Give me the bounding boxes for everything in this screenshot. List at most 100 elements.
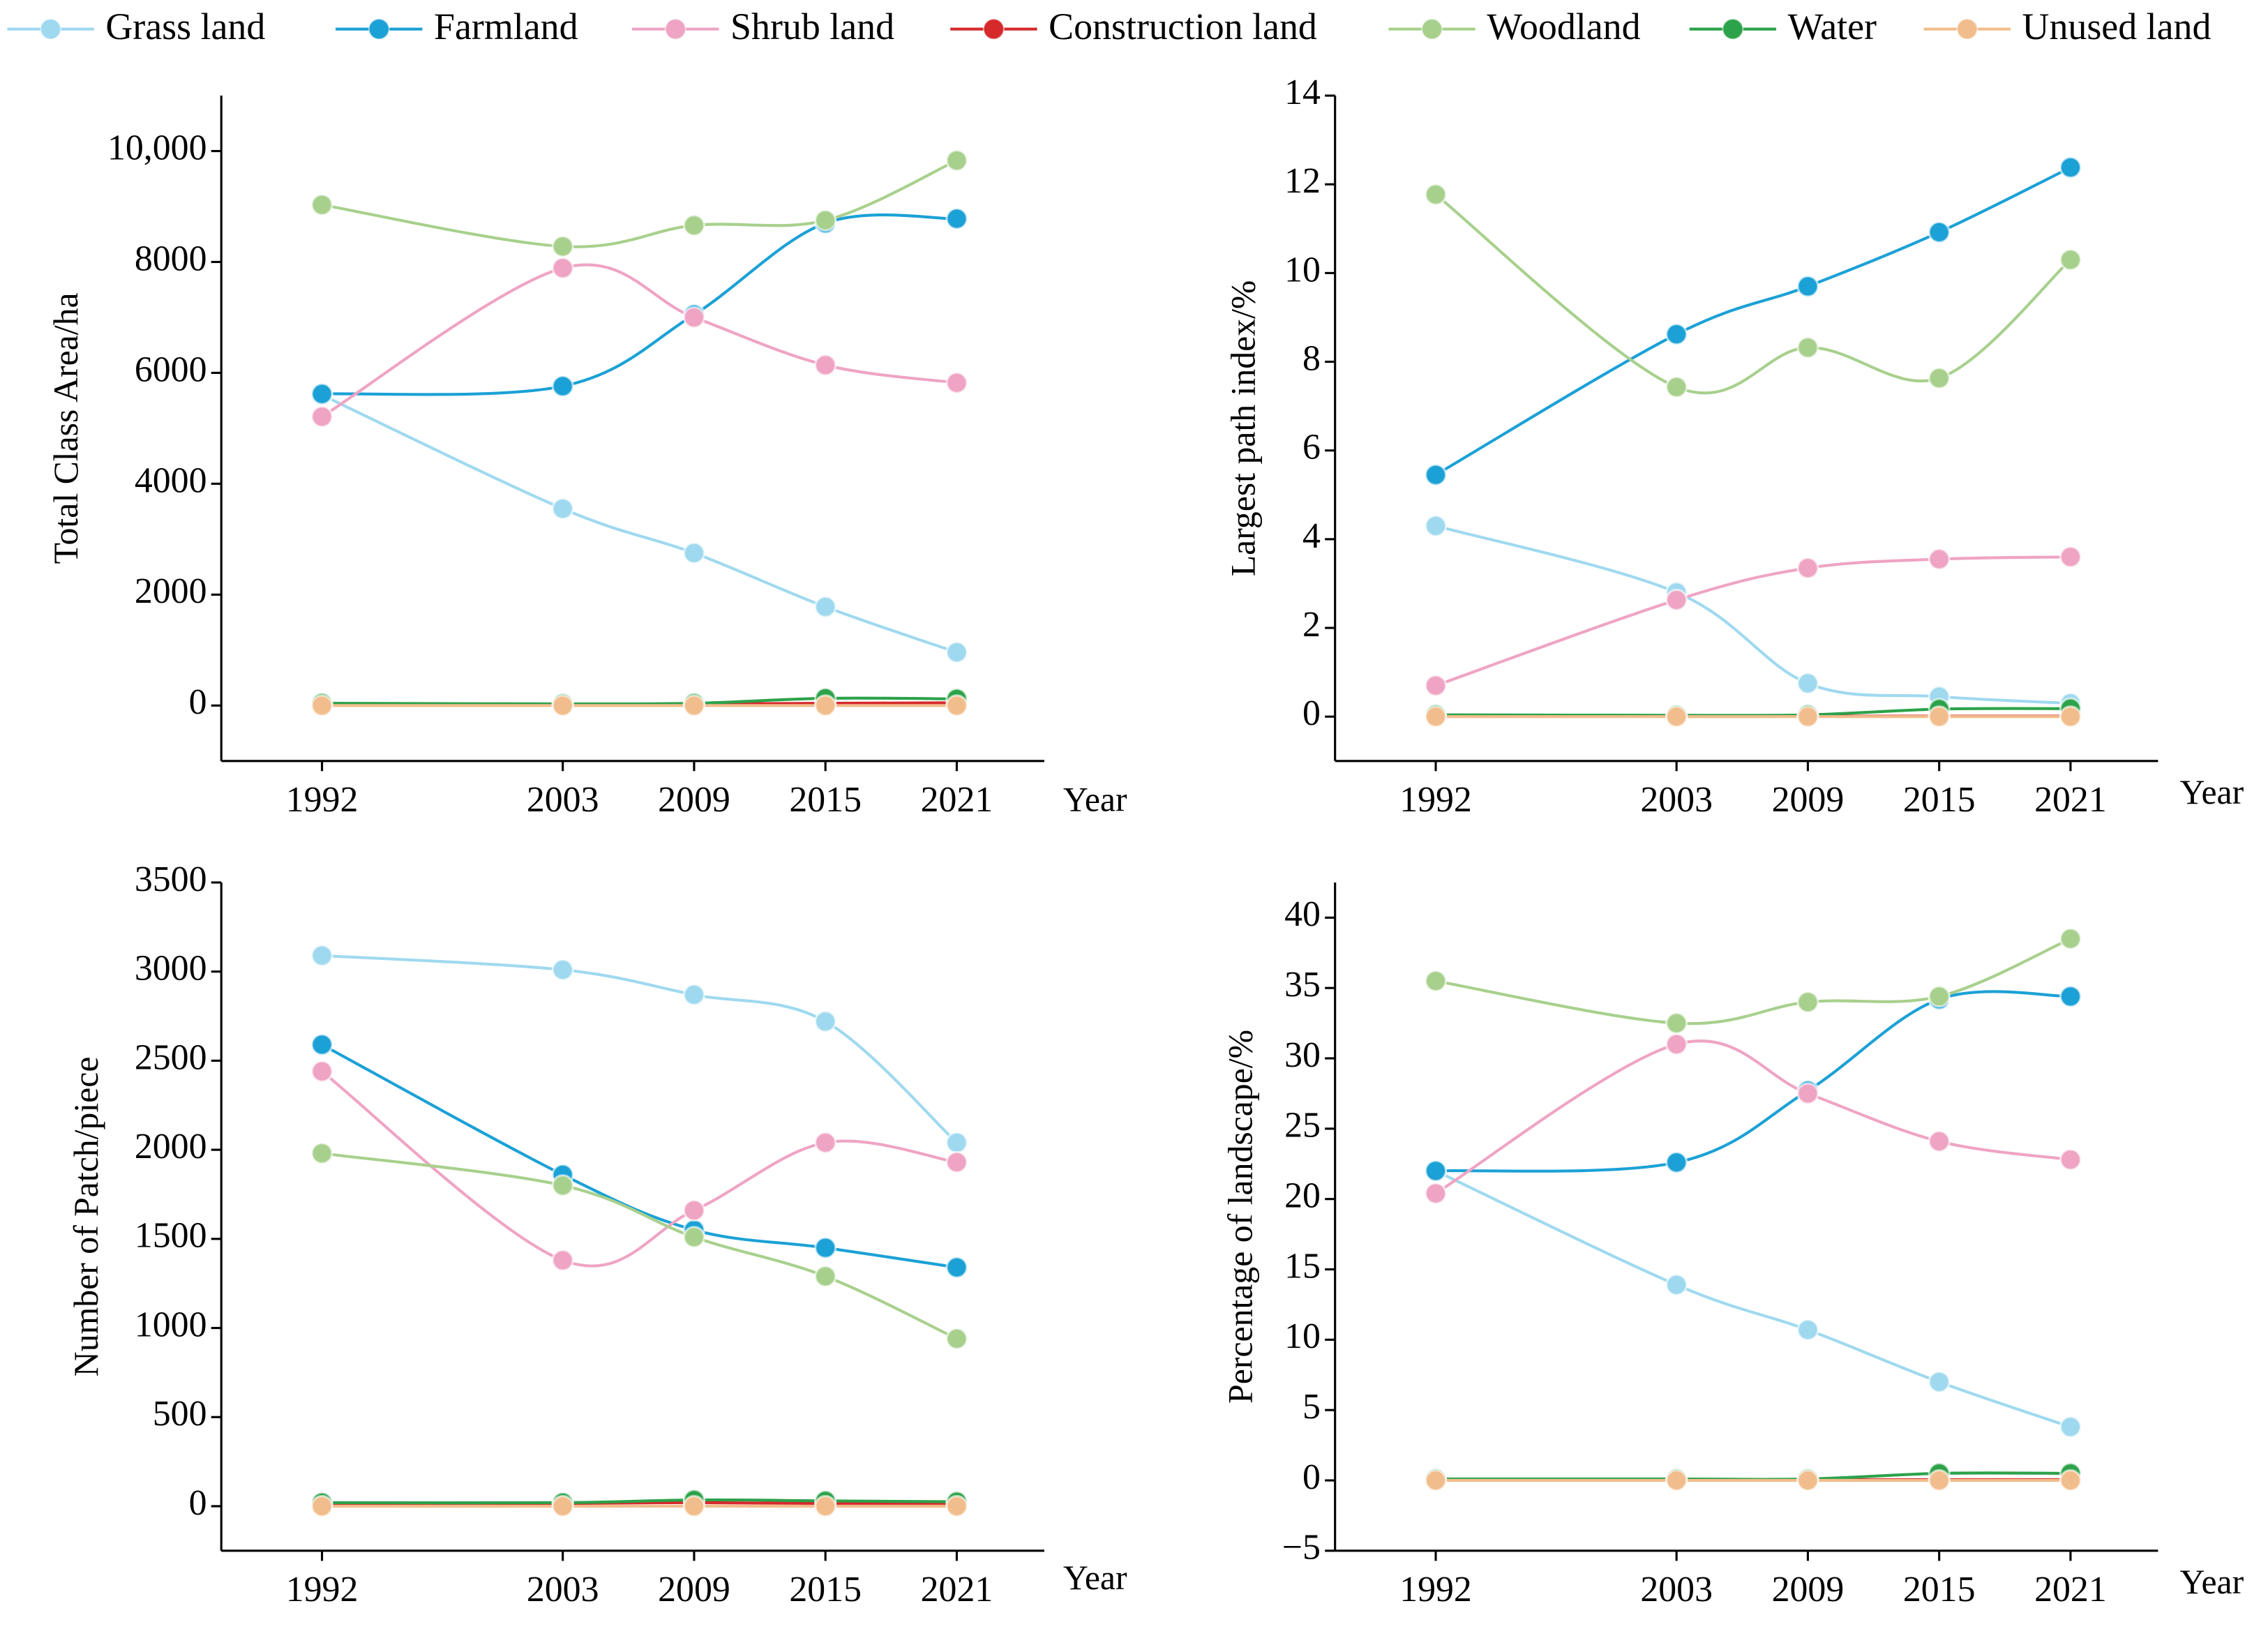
x-tick-label: 2021	[921, 1570, 993, 1609]
y-tick-label: 500	[153, 1394, 207, 1434]
series-line	[1436, 707, 2071, 717]
data-point	[814, 1265, 837, 1288]
series-line	[1435, 937, 2071, 1026]
y-tick-label: 0	[1302, 693, 1321, 733]
y-tick-label: 35	[1284, 965, 1321, 1005]
x-tick-label: 2009	[1772, 780, 1845, 820]
x-tick-label: 2009	[658, 780, 730, 820]
data-point	[1928, 705, 1951, 728]
y-tick-label: 0	[189, 682, 207, 722]
data-point	[2059, 705, 2082, 728]
y-tick-label: 0	[1302, 1457, 1321, 1497]
data-point	[551, 694, 574, 717]
legend-label: Grass land	[105, 6, 265, 47]
data-point	[682, 541, 706, 564]
x-tick-label: 2015	[1903, 780, 1976, 820]
y-axis-label: Number of Patch/piece	[67, 1057, 105, 1377]
data-point	[551, 257, 574, 280]
data-point	[1928, 548, 1951, 571]
data-point	[310, 382, 333, 405]
data-point	[1928, 985, 1951, 1008]
x-tick-label: 2003	[527, 780, 599, 820]
data-point	[310, 193, 333, 216]
data-point	[814, 1131, 837, 1154]
data-point	[2059, 985, 2082, 1008]
data-point	[945, 371, 968, 394]
data-point	[1796, 1082, 1819, 1105]
y-tick-label: 40	[1284, 894, 1321, 934]
data-point	[1928, 220, 1951, 243]
subplot: 0 2 4 6 8 10 12 14 1992 2003 2009 2015 2021 Largest p…	[1224, 73, 2244, 820]
legend-label: Woodland	[1487, 6, 1640, 47]
data-point	[814, 1236, 837, 1259]
data-point	[945, 640, 968, 664]
data-point	[1424, 1182, 1448, 1205]
data-point	[1796, 1469, 1819, 1492]
y-tick-label: 6000	[135, 350, 207, 389]
x-axis-label: Year	[2180, 773, 2244, 811]
y-tick-label: −5	[1282, 1528, 1321, 1568]
data-point	[1424, 970, 1448, 993]
series-line	[1435, 990, 2071, 1173]
data-point	[2059, 1148, 2082, 1171]
y-axis-label: Total Class Area/ha	[47, 292, 85, 564]
data-point	[1424, 514, 1448, 537]
data-point	[551, 1494, 574, 1518]
x-tick-label: 2021	[2034, 1570, 2107, 1609]
legend-label: Water	[1788, 6, 1877, 47]
y-tick-label: 8000	[135, 239, 207, 278]
data-point	[1796, 672, 1819, 695]
data-point	[310, 944, 333, 967]
data-point	[814, 1494, 837, 1518]
data-point	[814, 209, 837, 232]
data-point	[945, 149, 968, 172]
data-point	[945, 1150, 968, 1174]
data-point	[1928, 367, 1951, 390]
series-line	[1435, 524, 2071, 705]
x-tick-label: 2003	[1640, 780, 1713, 820]
y-tick-label: 12	[1284, 161, 1321, 201]
y-tick-label: 5	[1302, 1387, 1321, 1427]
x-tick-label: 2009	[658, 1570, 730, 1609]
data-point	[1928, 1129, 1951, 1153]
data-point	[1424, 674, 1448, 697]
data-point	[551, 1174, 574, 1197]
series-line	[322, 696, 957, 706]
data-point	[551, 497, 574, 520]
data-point	[1665, 375, 1688, 398]
y-tick-label: 2500	[135, 1037, 207, 1077]
data-point	[2059, 546, 2082, 569]
data-point	[310, 1142, 333, 1165]
x-tick-label: 2003	[1640, 1570, 1713, 1609]
data-point	[1796, 991, 1819, 1014]
data-point	[1665, 1033, 1688, 1056]
data-point	[1665, 1012, 1688, 1035]
y-tick-label: 6	[1302, 428, 1321, 467]
x-tick-label: 2015	[1903, 1570, 1976, 1609]
y-tick-label: 2000	[135, 571, 207, 611]
data-point	[1928, 1469, 1951, 1492]
y-axis-label: Largest path index/%	[1224, 280, 1263, 577]
data-point	[1424, 463, 1448, 486]
series-line	[322, 159, 958, 248]
y-tick-label: 25	[1284, 1106, 1321, 1146]
data-point	[1665, 323, 1688, 346]
data-point	[945, 1494, 968, 1518]
y-tick-label: 1000	[135, 1305, 207, 1344]
y-tick-label: 1500	[135, 1216, 207, 1256]
data-point	[2059, 1469, 2082, 1492]
data-point	[1665, 588, 1688, 612]
data-point	[1928, 1370, 1951, 1393]
data-point	[551, 1249, 574, 1272]
legend-marker	[40, 18, 62, 40]
data-point	[682, 1226, 706, 1249]
data-point	[682, 694, 706, 717]
series-line	[1434, 1039, 2071, 1195]
series-line	[321, 393, 958, 654]
data-point	[1796, 336, 1819, 359]
x-tick-label: 1992	[1399, 780, 1472, 820]
x-axis-label: Year	[2180, 1563, 2244, 1601]
series-line	[322, 1152, 958, 1340]
data-point	[1796, 705, 1819, 728]
y-tick-label: 2	[1302, 605, 1321, 645]
